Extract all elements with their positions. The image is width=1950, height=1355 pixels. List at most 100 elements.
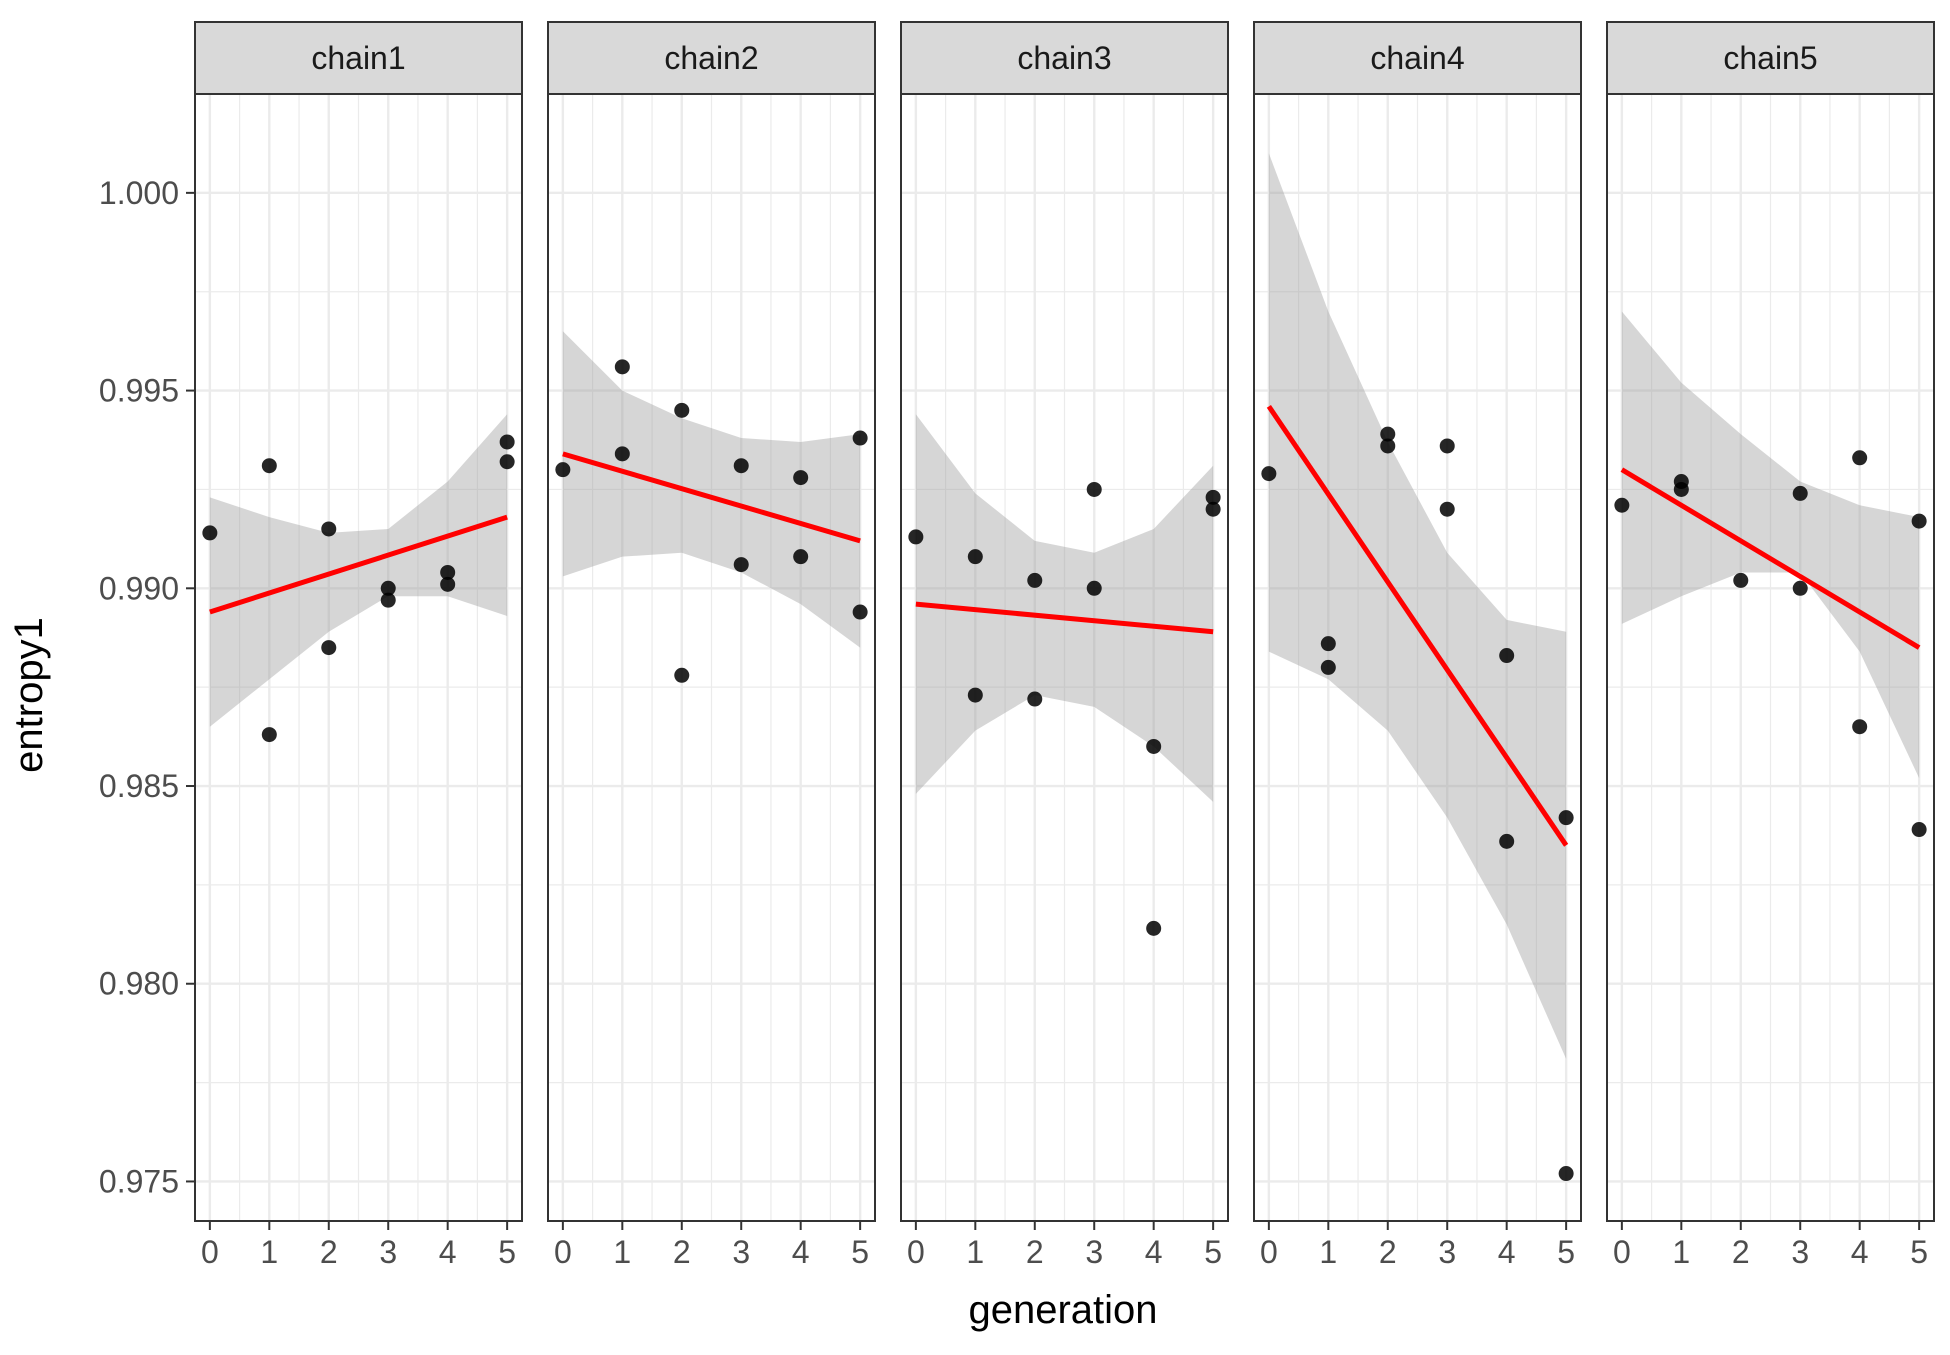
data-point bbox=[852, 604, 868, 620]
x-tick-label: 4 bbox=[439, 1234, 457, 1270]
data-point bbox=[733, 458, 749, 474]
strip-label: chain2 bbox=[664, 40, 758, 76]
data-point bbox=[1499, 833, 1515, 849]
data-point bbox=[261, 727, 277, 743]
data-point bbox=[499, 454, 515, 470]
x-tick-label: 4 bbox=[1498, 1234, 1516, 1270]
strip-label: chain1 bbox=[311, 40, 405, 76]
data-point bbox=[1086, 481, 1102, 497]
x-tick-label: 2 bbox=[1732, 1234, 1750, 1270]
data-point bbox=[499, 434, 515, 450]
x-tick-label: 1 bbox=[260, 1234, 278, 1270]
confidence-band bbox=[1268, 153, 1567, 1059]
x-tick-label: 0 bbox=[1613, 1234, 1631, 1270]
data-point bbox=[1439, 501, 1455, 517]
confidence-band bbox=[562, 331, 861, 648]
data-point bbox=[321, 640, 337, 656]
x-tick-label: 1 bbox=[1319, 1234, 1337, 1270]
data-point bbox=[614, 359, 630, 375]
facet-panel-chain3: chain3 0 1 2 3 4 5 bbox=[900, 21, 1229, 1270]
y-tick-label: 0.985 bbox=[99, 768, 179, 804]
x-tick-label: 4 bbox=[792, 1234, 810, 1270]
x-axis-title: generation bbox=[968, 1288, 1157, 1332]
data-point bbox=[1911, 822, 1927, 838]
x-tick-label: 0 bbox=[1260, 1234, 1278, 1270]
data-point bbox=[1027, 572, 1043, 588]
x-tick-label: 2 bbox=[1026, 1234, 1044, 1270]
x-tick-label: 1 bbox=[966, 1234, 984, 1270]
x-tick-label: 0 bbox=[907, 1234, 925, 1270]
data-point bbox=[261, 458, 277, 474]
x-tick-label: 4 bbox=[1851, 1234, 1869, 1270]
data-point bbox=[1439, 438, 1455, 454]
data-point bbox=[1499, 648, 1515, 664]
strip-label: chain3 bbox=[1017, 40, 1111, 76]
confidence-band bbox=[1621, 311, 1920, 779]
y-tick-label: 0.995 bbox=[99, 373, 179, 409]
strip-background bbox=[547, 21, 876, 95]
data-point bbox=[380, 580, 396, 596]
data-point bbox=[1792, 580, 1808, 596]
confidence-band bbox=[209, 414, 508, 727]
data-point bbox=[440, 564, 456, 580]
data-point bbox=[967, 687, 983, 703]
data-point bbox=[440, 576, 456, 592]
data-point bbox=[1086, 580, 1102, 596]
data-point bbox=[852, 430, 868, 446]
data-point bbox=[1380, 426, 1396, 442]
data-point bbox=[1792, 485, 1808, 501]
y-tick-label: 1.000 bbox=[99, 175, 179, 211]
x-tick-label: 2 bbox=[673, 1234, 691, 1270]
data-point bbox=[793, 549, 809, 565]
x-tick-label: 4 bbox=[1145, 1234, 1163, 1270]
x-tick-label: 3 bbox=[1791, 1234, 1809, 1270]
fit-line bbox=[1266, 404, 1569, 847]
data-point bbox=[1558, 810, 1574, 826]
data-point bbox=[202, 525, 218, 541]
x-tick-label: 2 bbox=[1379, 1234, 1397, 1270]
y-tick-label: 0.980 bbox=[99, 966, 179, 1002]
data-point bbox=[1852, 719, 1868, 735]
x-tick-label: 2 bbox=[320, 1234, 338, 1270]
data-point bbox=[1911, 513, 1927, 529]
facet-panel-chain1: chain1 0 1 2 3 4 5 bbox=[194, 21, 523, 1270]
x-tick-label: 5 bbox=[1910, 1234, 1928, 1270]
data-point bbox=[967, 549, 983, 565]
facet-panel-chain5: chain5 0 1 2 3 4 5 bbox=[1606, 21, 1935, 1270]
fit-line bbox=[562, 451, 861, 544]
data-point bbox=[1852, 450, 1868, 466]
fit-line bbox=[209, 514, 508, 615]
x-tick-label: 5 bbox=[851, 1234, 869, 1270]
data-point bbox=[1614, 497, 1630, 513]
data-point bbox=[321, 521, 337, 537]
data-point bbox=[614, 446, 630, 462]
data-point bbox=[908, 529, 924, 545]
y-tick-label: 0.975 bbox=[99, 1163, 179, 1199]
x-tick-label: 5 bbox=[498, 1234, 516, 1270]
data-point bbox=[555, 462, 571, 478]
confidence-band bbox=[915, 414, 1214, 802]
x-tick-label: 1 bbox=[1672, 1234, 1690, 1270]
data-point bbox=[733, 557, 749, 573]
data-point bbox=[380, 592, 396, 608]
data-point bbox=[674, 402, 690, 418]
fit-line bbox=[1620, 467, 1921, 650]
strip-label: chain5 bbox=[1723, 40, 1817, 76]
y-axis-title: entropy1 bbox=[7, 617, 51, 773]
data-point bbox=[1146, 738, 1162, 754]
x-tick-label: 3 bbox=[1438, 1234, 1456, 1270]
x-tick-label: 3 bbox=[732, 1234, 750, 1270]
strip-background bbox=[194, 21, 523, 95]
data-point bbox=[1205, 489, 1221, 505]
data-point bbox=[1320, 636, 1336, 652]
x-tick-label: 5 bbox=[1557, 1234, 1575, 1270]
strip-label: chain4 bbox=[1370, 40, 1464, 76]
y-axis: 0.975 0.980 0.985 0.990 0.995 1.000 bbox=[99, 175, 195, 1199]
y-tick-label: 0.990 bbox=[99, 570, 179, 606]
data-point bbox=[1380, 438, 1396, 454]
x-tick-label: 3 bbox=[1085, 1234, 1103, 1270]
strip-background bbox=[1253, 21, 1582, 95]
data-point bbox=[1261, 466, 1277, 482]
